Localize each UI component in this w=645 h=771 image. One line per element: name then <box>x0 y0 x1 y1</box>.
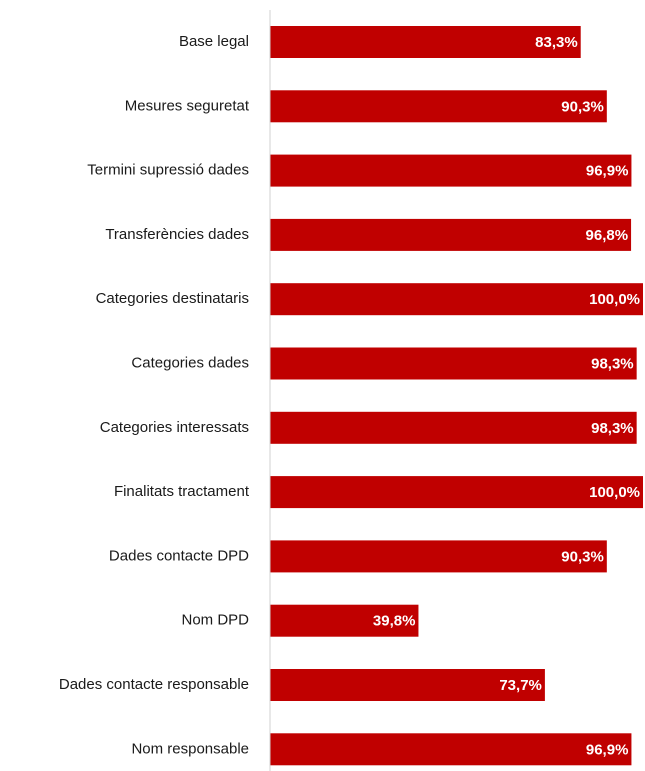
value-label: 90,3% <box>561 548 604 565</box>
bar <box>270 26 581 58</box>
category-label: Dades contacte DPD <box>109 547 249 564</box>
category-label: Mesures seguretat <box>125 97 250 114</box>
category-label: Finalitats tractament <box>114 483 250 500</box>
bar <box>270 347 637 380</box>
value-label: 73,7% <box>499 677 542 694</box>
value-label: 100,0% <box>589 484 640 501</box>
value-label: 83,3% <box>535 34 578 51</box>
category-label: Categories interessats <box>100 419 249 436</box>
category-label: Nom DPD <box>181 612 249 629</box>
bar <box>270 669 545 701</box>
bar <box>270 733 632 766</box>
bar <box>270 90 607 123</box>
value-label: 96,9% <box>586 163 629 180</box>
category-label: Termini supressió dades <box>87 162 249 179</box>
bar <box>270 540 607 573</box>
value-label: 98,3% <box>591 355 634 372</box>
bar <box>270 411 637 444</box>
value-label: 96,8% <box>586 227 629 244</box>
category-label: Nom responsable <box>131 740 249 757</box>
value-label: 96,9% <box>586 741 629 758</box>
category-label: Dades contacte responsable <box>59 676 249 693</box>
category-label: Categories destinataris <box>96 290 249 307</box>
bar <box>270 154 632 187</box>
value-label: 100,0% <box>589 291 640 308</box>
category-label: Categories dades <box>131 354 249 371</box>
bar <box>270 604 419 637</box>
bar <box>270 218 632 251</box>
bar <box>270 476 643 509</box>
value-label: 98,3% <box>591 420 634 437</box>
value-label: 90,3% <box>561 98 604 115</box>
value-label: 39,8% <box>373 613 416 630</box>
category-label: Base legal <box>179 33 249 50</box>
bar <box>270 283 643 316</box>
category-label: Transferències dades <box>105 226 249 243</box>
